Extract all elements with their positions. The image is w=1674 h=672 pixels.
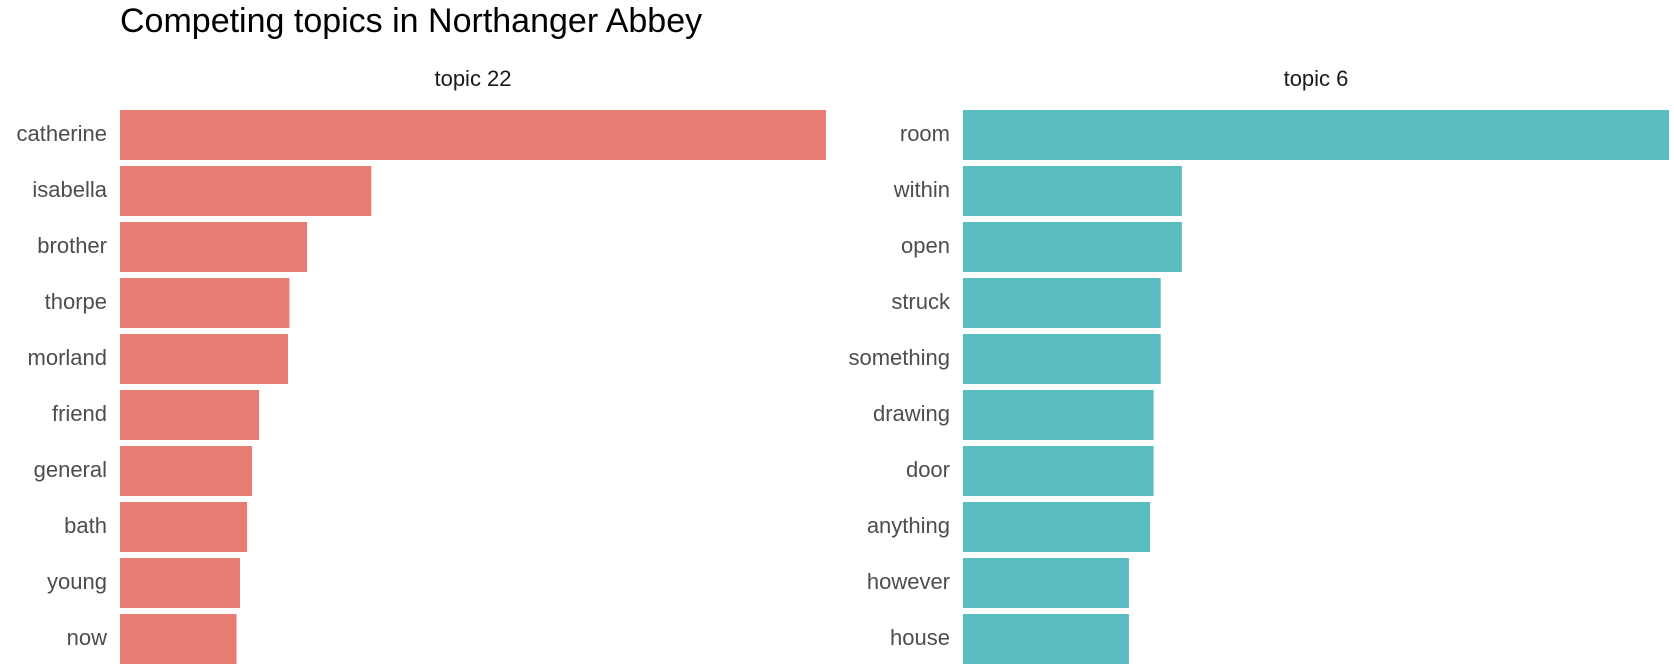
bar-brother <box>120 222 308 272</box>
bar-friend <box>120 390 260 440</box>
bar-something <box>963 334 1161 384</box>
bar-door <box>963 446 1154 496</box>
bar-within <box>963 166 1182 216</box>
panel-topic-6: topic 6 room within open struck something draw… <box>848 66 1669 664</box>
chart-title: Competing topics in Northanger Abbey <box>120 2 703 40</box>
tick-label-something: something <box>848 345 950 370</box>
tick-label-bath: bath <box>64 513 107 538</box>
tick-label-morland: morland <box>28 345 107 370</box>
tick-label-room: room <box>900 121 950 146</box>
bar-drawing <box>963 390 1154 440</box>
tick-label-young: young <box>47 569 107 594</box>
bar-open <box>963 222 1182 272</box>
tick-label-brother: brother <box>37 233 107 258</box>
bar-general <box>120 446 253 496</box>
facet-label: topic 22 <box>434 66 511 91</box>
bar-thorpe <box>120 278 290 328</box>
tick-label-friend: friend <box>52 401 107 426</box>
bar-room <box>963 110 1669 160</box>
bar-isabella <box>120 166 372 216</box>
bar-morland <box>120 334 289 384</box>
bar-now <box>120 614 237 664</box>
tick-label-drawing: drawing <box>873 401 950 426</box>
bar-struck <box>963 278 1161 328</box>
bar-catherine <box>120 110 826 160</box>
tick-label-open: open <box>901 233 950 258</box>
tick-label-struck: struck <box>891 289 951 314</box>
tick-label-general: general <box>34 457 107 482</box>
tick-label-thorpe: thorpe <box>45 289 107 314</box>
tick-label-within: within <box>893 177 950 202</box>
panel-topic-22: topic 22 catherine isabella brother thorpe mo… <box>16 66 826 664</box>
bar-bath <box>120 502 248 552</box>
facet-label: topic 6 <box>1284 66 1349 91</box>
tick-label-house: house <box>890 625 950 650</box>
tick-label-however: however <box>867 569 950 594</box>
tick-label-anything: anything <box>867 513 950 538</box>
tick-label-now: now <box>67 625 107 650</box>
tick-label-isabella: isabella <box>32 177 107 202</box>
bar-house <box>963 614 1129 664</box>
tick-label-door: door <box>906 457 950 482</box>
bar-anything <box>963 502 1151 552</box>
bar-young <box>120 558 241 608</box>
tick-label-catherine: catherine <box>16 121 107 146</box>
bar-however <box>963 558 1129 608</box>
